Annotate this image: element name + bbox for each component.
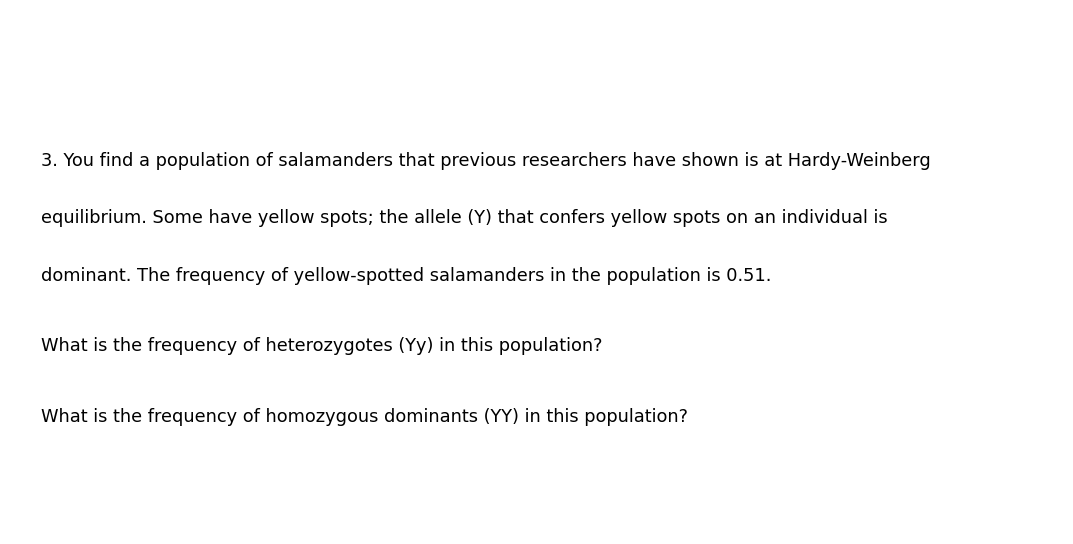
Text: equilibrium. Some have yellow spots; the allele (Y) that confers yellow spots on: equilibrium. Some have yellow spots; the… — [41, 209, 887, 227]
Text: What is the frequency of homozygous dominants (YY) in this population?: What is the frequency of homozygous domi… — [41, 408, 688, 426]
Text: What is the frequency of heterozygotes (Yy) in this population?: What is the frequency of heterozygotes (… — [41, 337, 602, 355]
Text: dominant. The frequency of yellow-spotted salamanders in the population is 0.51.: dominant. The frequency of yellow-spotte… — [41, 267, 771, 285]
Text: 3. You find a population of salamanders that previous researchers have shown is : 3. You find a population of salamanders … — [41, 152, 930, 170]
